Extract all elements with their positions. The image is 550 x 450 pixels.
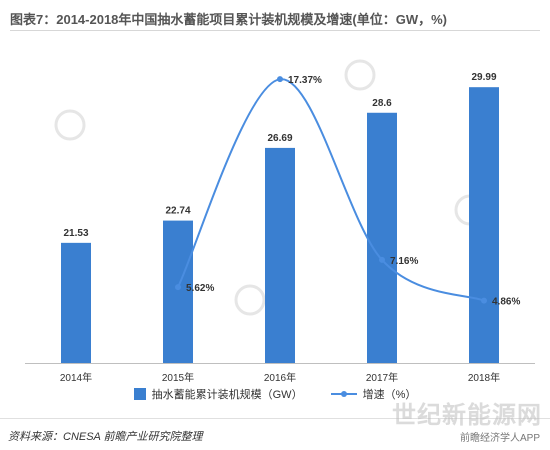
growth-value-label: 7.16%: [390, 256, 418, 267]
bar-value-label: 21.53: [63, 228, 88, 239]
watermark-logo-icon: [54, 109, 86, 141]
growth-value-label: 17.37%: [288, 75, 322, 86]
legend-label-line: 增速（%）: [362, 389, 417, 401]
growth-line: [177, 78, 485, 302]
data-labels: 21.53 22.74 26.69 28.6 29.99 5.62% 17.37% 7.16%…: [63, 72, 520, 307]
legend: 抽水蓄能累计装机规模（GW） 增速（%）: [0, 386, 550, 402]
legend-item-line: 增速（%）: [330, 386, 417, 402]
line-series: [175, 76, 487, 304]
x-tick-label: 2015年: [162, 371, 194, 384]
bar-2015年: [163, 220, 193, 363]
bar-value-label: 29.99: [471, 72, 496, 83]
x-tick-label: 2014年: [60, 371, 92, 384]
source-note: 资料来源：CNESA 前瞻产业研究院整理: [8, 431, 203, 443]
line-point-2016年: [277, 76, 283, 83]
watermark-logo-icon: [234, 284, 266, 316]
legend-bar-swatch: [133, 388, 146, 400]
site-watermark: 世纪新能源网: [392, 402, 542, 429]
bar-value-label: 28.6: [372, 98, 392, 109]
x-tick-label: 2018年: [468, 371, 500, 384]
bar-series: [61, 87, 499, 364]
bar-2018年: [469, 87, 499, 364]
title-divider: [10, 30, 540, 31]
x-tick-label: 2017年: [366, 371, 398, 384]
line-point-2018年: [481, 297, 487, 304]
legend-line-swatch: [330, 388, 357, 400]
growth-value-label: 4.86%: [492, 297, 520, 308]
bar-value-label: 26.69: [267, 133, 292, 144]
bar-value-label: 22.74: [165, 206, 190, 217]
bar-2014年: [61, 242, 91, 363]
legend-label-bar: 抽水蓄能累计装机规模（GW）: [151, 389, 303, 401]
x-tick-label: 2016年: [264, 371, 296, 384]
source-divider: [0, 418, 550, 419]
bar-2017年: [367, 112, 397, 363]
bar-2016年: [265, 147, 295, 363]
app-watermark: 前瞻经济学人APP: [459, 433, 540, 444]
line-point-2017年: [379, 256, 385, 263]
growth-value-label: 5.62%: [186, 283, 214, 294]
x-axis: 2014年 2015年 2016年 2017年 2018年: [25, 363, 535, 384]
watermark-logo-icon: [344, 59, 376, 91]
legend-item-bar: 抽水蓄能累计装机规模（GW）: [133, 386, 303, 402]
line-point-2015年: [175, 284, 181, 291]
chart-title: 图表7：2014-2018年中国抽水蓄能项目累计装机规模及增速(单位：GW，%): [10, 12, 447, 27]
